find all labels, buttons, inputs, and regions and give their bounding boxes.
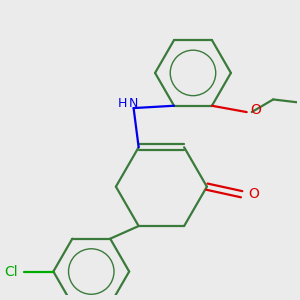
Text: Cl: Cl [4,265,18,278]
Text: H: H [118,97,127,110]
Text: N: N [129,97,138,110]
Text: O: O [248,187,259,201]
Text: O: O [250,103,261,117]
